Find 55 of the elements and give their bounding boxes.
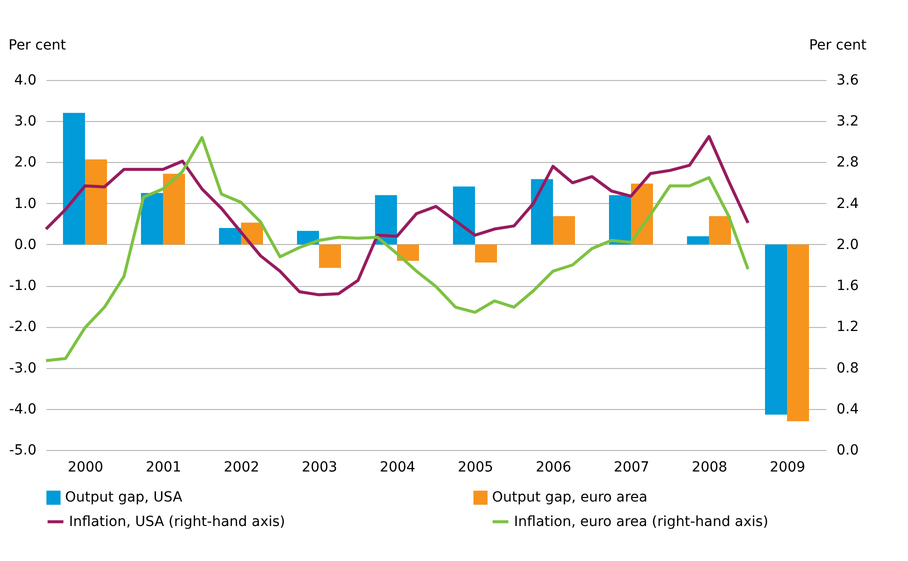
y-tick-label: -2.0 <box>9 319 36 336</box>
bar <box>63 112 85 244</box>
bar <box>475 244 497 263</box>
bar <box>765 244 787 415</box>
y2-tick-label: 2.0 <box>836 236 859 253</box>
legend-label: Output gap, euro area <box>492 490 648 506</box>
x-tick-label: 2009 <box>770 460 806 476</box>
bar <box>687 236 709 244</box>
bar <box>609 195 631 244</box>
x-tick-label: 2007 <box>614 460 650 476</box>
bar <box>319 244 341 268</box>
bar <box>163 174 185 244</box>
bar <box>141 193 163 244</box>
bar <box>553 216 575 244</box>
legend-label: Output gap, USA <box>65 490 183 506</box>
line-series <box>44 135 750 296</box>
bar <box>219 228 241 244</box>
y2-tick-label: 0.0 <box>836 442 859 458</box>
y2-axis-title: Per cent <box>809 38 868 54</box>
bar <box>85 159 107 244</box>
bar <box>453 186 475 244</box>
x-tick-label: 2005 <box>458 460 494 476</box>
y2-tick-label: 3.2 <box>836 114 859 130</box>
x-tick-label: 2002 <box>224 460 260 476</box>
y2-tick-label: 1.2 <box>836 319 859 336</box>
y2-tick-label: 2.8 <box>836 154 859 171</box>
y2-tick-label: 0.4 <box>836 401 859 418</box>
y-tick-label: 0.0 <box>14 236 36 253</box>
x-tick-label: 2003 <box>302 460 338 476</box>
x-tick-label: 2008 <box>692 460 728 476</box>
y-axis-title: Per cent <box>8 38 66 54</box>
x-tick-label: 2000 <box>68 460 104 476</box>
line-series <box>44 136 750 362</box>
y2-tick-label: 0.8 <box>836 360 859 376</box>
y2-tick-label: 2.4 <box>836 196 859 212</box>
y-tick-label: -5.0 <box>9 442 36 458</box>
bar <box>787 244 809 422</box>
y2-tick-label: 1.6 <box>836 278 859 294</box>
y2-tick-label: 3.6 <box>836 72 859 88</box>
legend-label: Inflation, euro area (right-hand axis) <box>514 514 768 530</box>
bar <box>375 195 397 244</box>
bar <box>397 244 419 261</box>
x-tick-label: 2004 <box>380 460 416 476</box>
legend-label: Inflation, USA (right-hand axis) <box>69 514 286 530</box>
x-tick-label: 2006 <box>536 460 572 476</box>
y-tick-label: 3.0 <box>14 114 36 130</box>
x-tick-label: 2001 <box>146 460 182 476</box>
y-tick-label: 1.0 <box>14 196 36 212</box>
y-tick-label: -4.0 <box>9 401 36 418</box>
y-tick-label: 4.0 <box>14 72 36 88</box>
y-tick-label: -3.0 <box>9 360 36 376</box>
bar <box>531 179 553 244</box>
bar <box>709 216 731 244</box>
y-tick-label: 2.0 <box>14 154 36 171</box>
y-tick-label: -1.0 <box>9 278 36 294</box>
